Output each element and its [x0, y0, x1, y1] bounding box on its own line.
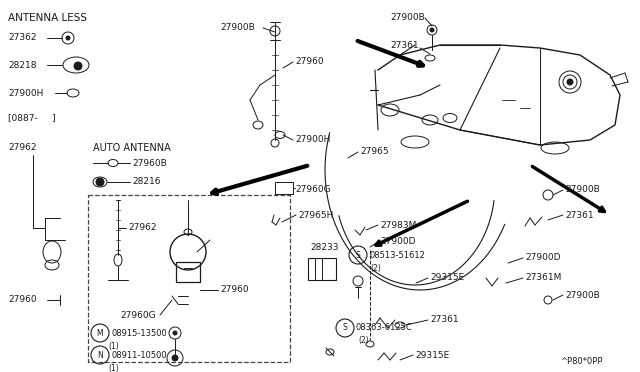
- Text: (2): (2): [358, 337, 369, 346]
- Text: 29315E: 29315E: [415, 350, 449, 359]
- Text: 27900D: 27900D: [525, 253, 561, 263]
- Text: (1): (1): [108, 363, 119, 372]
- Text: 27960B: 27960B: [132, 158, 167, 167]
- Text: (1): (1): [108, 341, 119, 350]
- Circle shape: [430, 28, 434, 32]
- Text: M: M: [97, 328, 103, 337]
- Text: 27361: 27361: [430, 315, 459, 324]
- Circle shape: [173, 331, 177, 335]
- Circle shape: [66, 36, 70, 40]
- Text: 27900D: 27900D: [380, 237, 415, 247]
- Text: 28218: 28218: [8, 61, 36, 70]
- Text: 28216: 28216: [132, 177, 161, 186]
- Circle shape: [172, 355, 178, 361]
- Text: 27361: 27361: [565, 211, 594, 219]
- Text: [0887-     ]: [0887- ]: [8, 113, 56, 122]
- Text: 29315E: 29315E: [430, 273, 464, 282]
- Text: 27960: 27960: [295, 58, 324, 67]
- Text: 27900H: 27900H: [295, 135, 330, 144]
- Text: 08513-51612: 08513-51612: [369, 250, 425, 260]
- Text: 27900H: 27900H: [8, 89, 44, 97]
- Text: 27361: 27361: [390, 41, 419, 49]
- Text: 27962: 27962: [8, 144, 36, 153]
- Text: 08363-6125C: 08363-6125C: [356, 324, 413, 333]
- Text: 27900B: 27900B: [220, 23, 255, 32]
- Text: (2): (2): [370, 263, 381, 273]
- Text: 08911-10500: 08911-10500: [111, 350, 166, 359]
- Text: 27900B: 27900B: [390, 13, 425, 22]
- Text: ^P80*0PP: ^P80*0PP: [560, 357, 602, 366]
- Text: S: S: [356, 250, 360, 260]
- Text: 27361M: 27361M: [525, 273, 561, 282]
- Circle shape: [74, 62, 82, 70]
- Text: 27960: 27960: [8, 295, 36, 305]
- Text: 27965H: 27965H: [298, 211, 333, 219]
- Bar: [308, 258, 336, 280]
- Text: 27960G: 27960G: [295, 186, 331, 195]
- Text: 08915-13500: 08915-13500: [111, 328, 167, 337]
- Text: 27983M: 27983M: [380, 221, 417, 230]
- Text: 28233: 28233: [310, 244, 339, 253]
- Text: 27362: 27362: [8, 33, 36, 42]
- Text: AUTO ANTENNA: AUTO ANTENNA: [93, 143, 171, 153]
- Text: S: S: [342, 324, 348, 333]
- Text: ANTENNA LESS: ANTENNA LESS: [8, 13, 87, 23]
- Circle shape: [96, 178, 104, 186]
- Bar: [88, 195, 290, 362]
- Text: 27960G: 27960G: [120, 311, 156, 320]
- Text: N: N: [97, 350, 103, 359]
- Text: 27960: 27960: [220, 285, 248, 295]
- Bar: [275, 182, 293, 194]
- Text: 27965: 27965: [360, 148, 388, 157]
- Circle shape: [567, 79, 573, 85]
- Text: 27900B: 27900B: [565, 291, 600, 299]
- Text: 27900B: 27900B: [565, 186, 600, 195]
- Text: 27962: 27962: [128, 224, 157, 232]
- Bar: [176, 262, 200, 282]
